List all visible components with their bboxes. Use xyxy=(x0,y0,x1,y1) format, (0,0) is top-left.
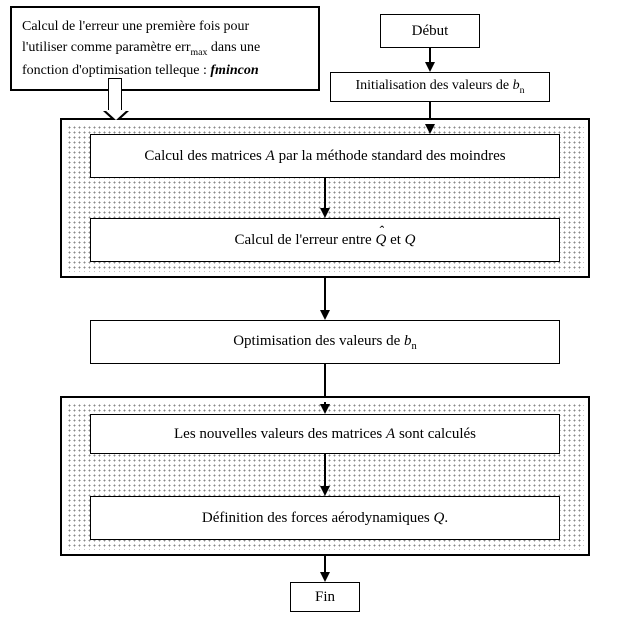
callout-l2b: dans une xyxy=(207,40,260,55)
callout-l3a: fonction d'optimisation telleque : xyxy=(22,63,210,78)
label-opt-sub: n xyxy=(412,341,417,352)
label-err-mid: et xyxy=(386,232,404,248)
node-optimisation: Optimisation des valeurs de bn xyxy=(90,320,560,364)
callout-line3: fonction d'optimisation telleque : fminc… xyxy=(22,60,308,81)
label-fin: Fin xyxy=(315,589,335,606)
label-err-a: Calcul de l'erreur entre xyxy=(235,232,376,248)
node-calc-a: Calcul des matrices A par la méthode sta… xyxy=(90,134,560,178)
label-debut: Début xyxy=(412,23,449,40)
label-newA-a: Les nouvelles valeurs des matrices xyxy=(174,426,386,442)
label-calcA-b: par la méthode standard des moindres xyxy=(275,148,506,164)
label-newA-sym: A xyxy=(386,426,395,442)
label-opt-sym: b xyxy=(404,333,412,349)
callout-l2sub: max xyxy=(191,47,208,58)
label-def-b: . xyxy=(444,510,448,526)
label-init-a: Initialisation des valeurs de xyxy=(356,78,513,93)
arrow-6-head xyxy=(320,486,330,496)
arrow-3-head xyxy=(320,208,330,218)
label-def-sym: Q xyxy=(434,510,445,526)
label-newA-b: sont calculés xyxy=(395,426,476,442)
callout-pointer-arrow xyxy=(108,78,122,112)
label-err-qhat: Q xyxy=(375,232,386,249)
label-err-q: Q xyxy=(405,232,416,248)
arrow-4-head xyxy=(320,310,330,320)
label-def-a: Définition des forces aérodynamiques xyxy=(202,510,434,526)
node-new-a: Les nouvelles valeurs des matrices A son… xyxy=(90,414,560,454)
node-erreur: Calcul de l'erreur entre Q et Q xyxy=(90,218,560,262)
node-init: Initialisation des valeurs de bn xyxy=(330,72,550,102)
callout-line1: Calcul de l'erreur une première fois pou… xyxy=(22,16,308,37)
callout-l3b: fmincon xyxy=(210,63,258,78)
label-opt-a: Optimisation des valeurs de xyxy=(233,333,404,349)
label-init-sym: b xyxy=(513,78,520,93)
node-fin: Fin xyxy=(290,582,360,612)
callout-box: Calcul de l'erreur une première fois pou… xyxy=(10,6,320,91)
arrow-7-head xyxy=(320,572,330,582)
node-debut: Début xyxy=(380,14,480,48)
arrow-4-line xyxy=(324,278,326,312)
arrow-6-line xyxy=(324,454,326,488)
label-calcA-a: Calcul des matrices xyxy=(144,148,265,164)
callout-l2a: l'utiliser comme paramètre err xyxy=(22,40,191,55)
label-calcA-sym: A xyxy=(266,148,275,164)
arrow-1-head xyxy=(425,62,435,72)
node-definition: Définition des forces aérodynamiques Q. xyxy=(90,496,560,540)
callout-line2: l'utiliser comme paramètre errmax dans u… xyxy=(22,37,308,60)
arrow-3-line xyxy=(324,178,326,210)
label-init-sub: n xyxy=(520,85,525,96)
